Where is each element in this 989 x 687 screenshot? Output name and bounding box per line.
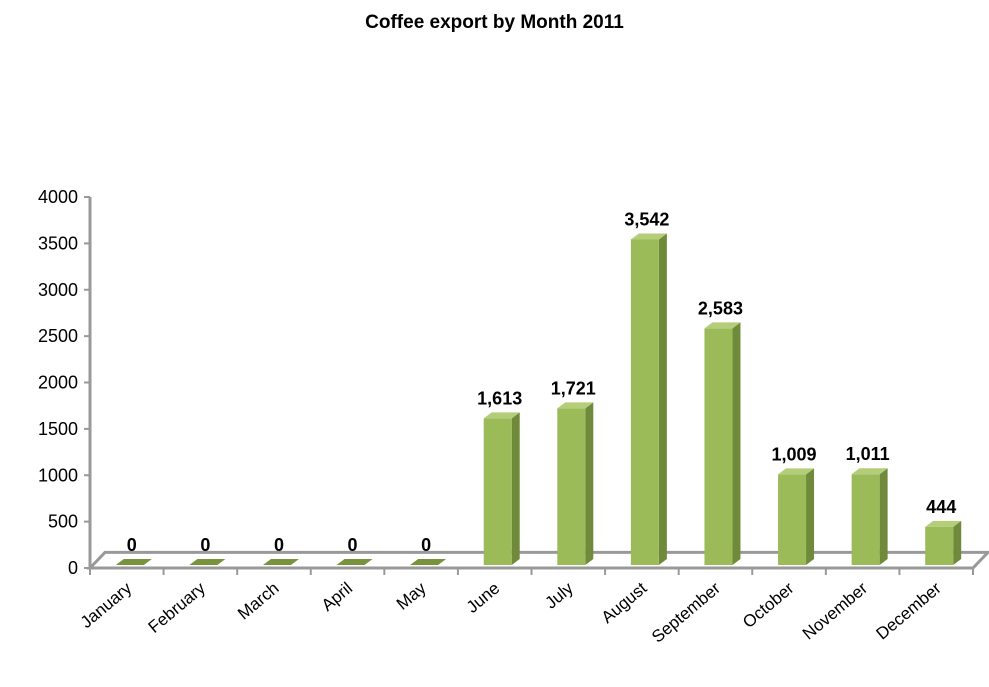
x-tick-label: December (872, 578, 945, 643)
bar (925, 526, 954, 565)
y-tick-label: 1500 (38, 419, 78, 439)
bar-top (704, 322, 741, 329)
x-tick-label: September (648, 578, 724, 646)
bar (630, 239, 659, 566)
y-tick-label: 1000 (38, 465, 78, 485)
y-tick-label: 4000 (38, 187, 78, 207)
chart-bars (115, 233, 962, 566)
x-tick-label: July (541, 578, 577, 612)
x-tick-label: October (739, 578, 798, 632)
data-label: 0 (127, 535, 137, 555)
bar-top (189, 559, 226, 565)
data-label: 0 (200, 535, 210, 555)
x-tick-label: March (234, 579, 282, 624)
y-tick-label: 500 (48, 512, 78, 532)
x-tick-label: June (463, 579, 503, 617)
data-label: 0 (274, 535, 284, 555)
bar-top (925, 520, 962, 527)
bar (483, 418, 512, 565)
bar-side (953, 520, 962, 565)
x-tick-label: April (318, 579, 356, 615)
bar (704, 328, 733, 565)
data-label: 1,721 (551, 378, 596, 398)
bar (778, 474, 807, 565)
bar-top (115, 559, 152, 565)
x-tick-label: January (77, 578, 136, 632)
x-tick-label: November (799, 578, 872, 643)
bar-side (806, 468, 815, 565)
bar (851, 474, 880, 565)
bar-side (879, 468, 888, 565)
bar-top (483, 412, 520, 419)
data-label: 3,542 (624, 209, 669, 229)
data-label: 1,011 (846, 444, 890, 464)
y-tick-label: 3000 (38, 280, 78, 300)
bar-top (557, 402, 594, 409)
data-label: 2,583 (698, 298, 743, 318)
bar-top (262, 559, 299, 565)
bar-side (585, 402, 594, 565)
chart-axes: 0 500 1000 1500 2000 2500 3000 3500 4000 (38, 187, 989, 578)
bar-side (511, 412, 520, 565)
y-tick-label: 3500 (38, 233, 78, 253)
data-label: 444 (926, 497, 956, 517)
bar-side (732, 322, 741, 565)
data-label: 0 (421, 535, 431, 555)
x-tick-label: August (598, 578, 651, 627)
data-label: 1,613 (477, 388, 522, 408)
bar-side (658, 233, 667, 566)
bar-top (410, 559, 447, 565)
chart-title: Coffee export by Month 2011 (365, 12, 624, 33)
y-tick-label: 2000 (38, 373, 78, 393)
bar-top (778, 468, 815, 475)
y-tick-label: 0 (68, 558, 78, 578)
data-label: 0 (348, 535, 358, 555)
bar (557, 408, 586, 565)
data-label: 1,009 (772, 444, 817, 464)
bar-top (336, 559, 373, 565)
bar-top (851, 468, 888, 475)
x-tick-label: May (393, 578, 430, 614)
bar-top (630, 233, 667, 240)
y-tick-label: 2500 (38, 326, 78, 346)
x-tick-label: February (145, 578, 210, 637)
